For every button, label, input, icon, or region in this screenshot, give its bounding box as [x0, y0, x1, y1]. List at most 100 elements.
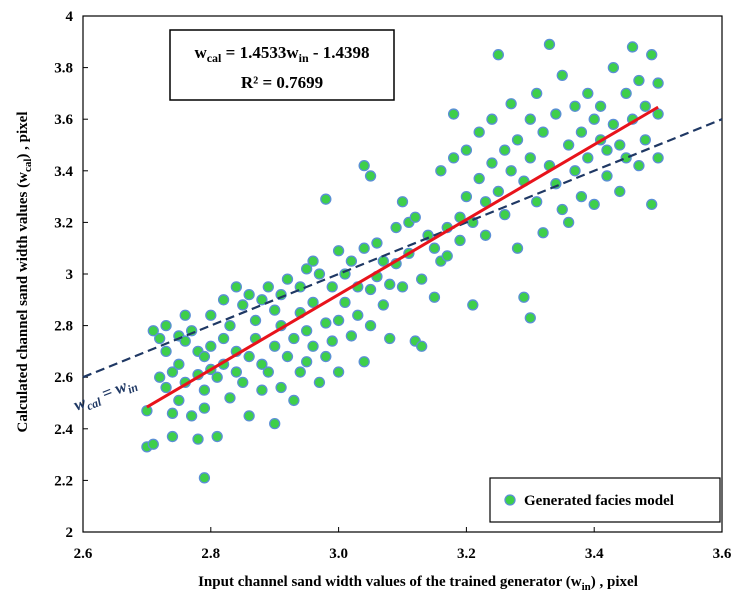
data-point	[332, 245, 345, 257]
data-point	[345, 330, 358, 342]
data-point	[326, 281, 338, 293]
data-point	[575, 190, 588, 203]
data-point	[409, 211, 421, 223]
data-point	[300, 356, 313, 368]
data-point	[505, 165, 517, 177]
data-point	[447, 152, 460, 164]
data-point	[185, 410, 198, 422]
data-point	[256, 384, 268, 396]
data-point	[607, 61, 620, 74]
data-point	[154, 332, 166, 345]
data-point	[575, 126, 588, 138]
data-point	[205, 309, 217, 321]
data-point	[262, 366, 274, 378]
data-point	[160, 381, 172, 394]
data-point	[205, 340, 217, 352]
data-point	[166, 366, 179, 378]
data-point	[473, 126, 485, 138]
x-tick-label: 2.6	[74, 546, 93, 562]
data-point	[320, 350, 332, 363]
data-point	[428, 242, 441, 254]
data-point	[499, 144, 511, 156]
data-point	[639, 100, 651, 112]
equation-box-frame	[169, 29, 395, 101]
data-point	[211, 371, 223, 383]
data-point	[614, 139, 626, 151]
data-point	[352, 309, 364, 321]
data-point	[384, 332, 396, 345]
data-point	[652, 108, 664, 120]
y-tick-label: 2.6	[54, 370, 73, 386]
data-point	[358, 356, 370, 368]
data-point	[518, 291, 530, 303]
data-point	[499, 209, 511, 221]
data-point	[217, 332, 230, 345]
data-point	[646, 49, 658, 61]
data-point	[364, 319, 377, 332]
data-point	[147, 438, 159, 450]
y-tick-label: 3.2	[54, 215, 73, 231]
data-point	[332, 366, 345, 378]
data-point	[345, 255, 358, 267]
data-point	[390, 221, 402, 234]
data-point	[492, 185, 505, 198]
y-tick-label: 2.2	[54, 473, 73, 489]
data-point	[217, 294, 230, 306]
x-tick-label: 3.6	[713, 546, 732, 562]
data-point	[556, 69, 568, 81]
data-point	[243, 350, 255, 363]
data-point	[492, 49, 505, 61]
data-point	[594, 100, 607, 112]
data-point	[569, 165, 581, 177]
data-point	[294, 366, 306, 378]
data-point	[300, 325, 313, 337]
data-point	[198, 472, 211, 484]
data-point	[537, 227, 549, 239]
data-point	[332, 314, 345, 327]
data-point	[416, 340, 428, 352]
data-point	[460, 144, 473, 156]
y-tick-label: 4	[66, 9, 74, 25]
data-point	[320, 317, 332, 329]
data-point	[262, 281, 274, 293]
data-point	[396, 196, 409, 208]
legend-frame	[489, 477, 721, 523]
identity-line	[82, 118, 723, 379]
data-point	[173, 394, 185, 407]
x-tick-label: 2.8	[201, 546, 220, 562]
data-point	[313, 376, 326, 389]
r-squared-label: R² = 0.7699	[241, 73, 323, 92]
data-point	[428, 291, 441, 303]
data-point	[582, 87, 594, 100]
y-tick-label: 3.8	[54, 61, 73, 77]
data-point	[652, 77, 664, 89]
data-point	[288, 394, 300, 407]
data-point	[543, 38, 556, 51]
data-point	[256, 294, 268, 306]
legend-marker	[504, 494, 516, 506]
y-tick-label: 2.8	[54, 319, 73, 335]
y-axis-title: Calculated channel sand width values (wc…	[15, 111, 34, 432]
data-point	[384, 278, 396, 290]
data-point	[626, 41, 639, 53]
data-point	[601, 144, 613, 156]
data-point	[141, 405, 153, 417]
y-tick-label: 3	[66, 267, 74, 283]
data-point	[307, 296, 319, 309]
data-point	[358, 159, 370, 172]
data-point	[307, 255, 319, 267]
data-point	[479, 229, 492, 241]
equation-box: wcal = 1.4533win - 1.4398 R² = 0.7699	[169, 29, 395, 101]
data-point	[313, 268, 326, 280]
x-tick-label: 3.4	[585, 546, 604, 562]
trend-line	[146, 105, 659, 409]
data-point	[198, 402, 211, 414]
y-tick-label: 2	[66, 525, 74, 541]
y-tick-label: 3.4	[54, 164, 73, 180]
data-point	[256, 358, 268, 370]
data-point	[237, 299, 249, 311]
y-tick-label: 2.4	[54, 422, 73, 438]
data-point	[166, 430, 179, 443]
data-point	[230, 281, 243, 293]
